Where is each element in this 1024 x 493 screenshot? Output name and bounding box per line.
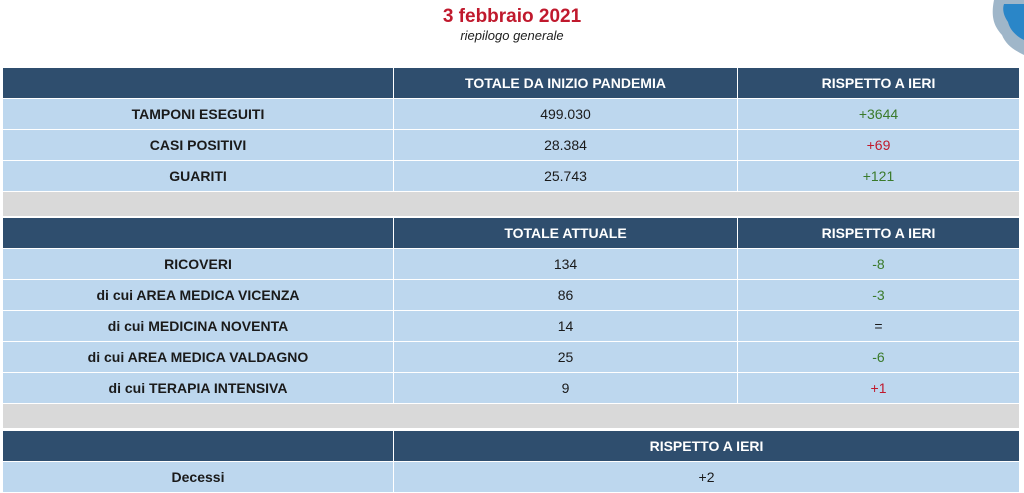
row-label: Decessi — [3, 462, 394, 493]
table-spacer — [3, 404, 1019, 428]
page-subtitle: riepilogo generale — [460, 28, 564, 43]
row-delta: = — [738, 311, 1019, 342]
region-map-icon — [992, 0, 1024, 55]
row-total: 25 — [394, 342, 738, 373]
row-label: di cui TERAPIA INTENSIVA — [3, 373, 394, 404]
summary-table-pandemic: TOTALE DA INIZIO PANDEMIA RISPETTO A IER… — [3, 68, 1019, 216]
header-cell-empty — [3, 218, 394, 249]
summary-table-decessi: RISPETTO A IERI Decessi +2 — [3, 431, 1019, 493]
row-total: 28.384 — [394, 130, 738, 161]
table-row-tamponi: TAMPONI ESEGUITI 499.030 +3644 — [3, 99, 1019, 130]
row-total: 14 — [394, 311, 738, 342]
row-label: di cui AREA MEDICA VALDAGNO — [3, 342, 394, 373]
row-total: 25.743 — [394, 161, 738, 192]
table-row-positivi: CASI POSITIVI 28.384 +69 — [3, 130, 1019, 161]
header-cell-total: TOTALE DA INIZIO PANDEMIA — [394, 68, 738, 99]
row-delta: -8 — [738, 249, 1019, 280]
row-label: GUARITI — [3, 161, 394, 192]
header-cell-total: TOTALE ATTUALE — [394, 218, 738, 249]
table-header-row: RISPETTO A IERI — [3, 431, 1019, 462]
table-row-ricoveri: RICOVERI 134 -8 — [3, 249, 1019, 280]
table-row-medicina-noventa: di cui MEDICINA NOVENTA 14 = — [3, 311, 1019, 342]
row-delta: -3 — [738, 280, 1019, 311]
row-label: CASI POSITIVI — [3, 130, 394, 161]
table-row-terapia-intensiva: di cui TERAPIA INTENSIVA 9 +1 — [3, 373, 1019, 404]
header-cell-delta: RISPETTO A IERI — [738, 218, 1019, 249]
header-cell-delta: RISPETTO A IERI — [738, 68, 1019, 99]
header-cell-empty — [3, 431, 394, 462]
row-delta: -6 — [738, 342, 1019, 373]
row-delta: +3644 — [738, 99, 1019, 130]
page-title: 3 febbraio 2021 — [442, 6, 582, 27]
row-delta: +121 — [738, 161, 1019, 192]
table-spacer — [3, 192, 1019, 216]
row-delta: +2 — [394, 462, 1019, 493]
table-row-area-medica-valdagno: di cui AREA MEDICA VALDAGNO 25 -6 — [3, 342, 1019, 373]
row-total: 134 — [394, 249, 738, 280]
table-header-row: TOTALE ATTUALE RISPETTO A IERI — [3, 218, 1019, 249]
table-row-area-medica-vicenza: di cui AREA MEDICA VICENZA 86 -3 — [3, 280, 1019, 311]
row-delta: +69 — [738, 130, 1019, 161]
row-total: 499.030 — [394, 99, 738, 130]
row-label: TAMPONI ESEGUITI — [3, 99, 394, 130]
table-header-row: TOTALE DA INIZIO PANDEMIA RISPETTO A IER… — [3, 68, 1019, 99]
row-label: di cui MEDICINA NOVENTA — [3, 311, 394, 342]
row-label: RICOVERI — [3, 249, 394, 280]
header-cell-empty — [3, 68, 394, 99]
row-label: di cui AREA MEDICA VICENZA — [3, 280, 394, 311]
row-delta: +1 — [738, 373, 1019, 404]
row-total: 86 — [394, 280, 738, 311]
table-row-guariti: GUARITI 25.743 +121 — [3, 161, 1019, 192]
table-row-decessi: Decessi +2 — [3, 462, 1019, 493]
summary-table-hospital: TOTALE ATTUALE RISPETTO A IERI RICOVERI … — [3, 218, 1019, 428]
row-total: 9 — [394, 373, 738, 404]
header-cell-delta: RISPETTO A IERI — [394, 431, 1019, 462]
